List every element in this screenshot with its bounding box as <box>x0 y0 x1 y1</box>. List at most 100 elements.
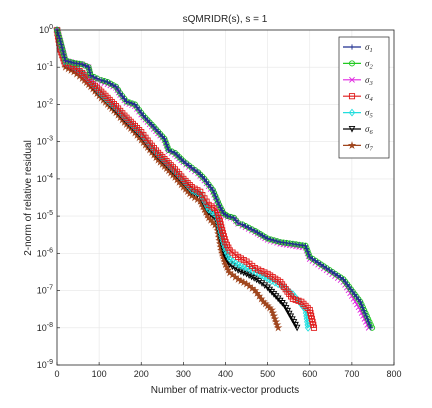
series-line-sigma-4 <box>56 29 315 328</box>
x-tick-label: 800 <box>386 369 401 379</box>
legend-marker <box>349 76 355 83</box>
data-marker <box>225 213 231 219</box>
data-marker <box>136 107 142 113</box>
data-marker <box>199 192 206 199</box>
data-marker <box>104 79 111 85</box>
data-marker <box>361 307 367 314</box>
data-marker <box>312 258 318 264</box>
data-marker <box>180 175 187 182</box>
data-marker <box>368 325 374 331</box>
data-marker <box>79 61 85 67</box>
data-marker <box>107 80 113 87</box>
x-tick-label: 400 <box>218 369 233 379</box>
legend-label: σ7 <box>365 140 373 152</box>
data-marker <box>300 300 307 307</box>
data-marker <box>115 87 121 93</box>
data-marker <box>163 158 170 165</box>
x-tick-label: 700 <box>344 369 359 379</box>
legend-item-sigma-4: σ4 <box>343 91 373 103</box>
data-marker <box>169 164 176 171</box>
data-marker <box>101 78 107 84</box>
y-axis-ticks: 100 10-1 10-2 10-3 10-4 10-5 10-6 10-7 10-8 10-9 <box>37 24 60 370</box>
legend-label: σ1 <box>365 42 373 54</box>
legend-label: σ2 <box>365 58 373 70</box>
data-marker <box>360 304 366 311</box>
data-marker <box>235 220 241 226</box>
data-marker <box>86 67 92 73</box>
legend-marker <box>348 125 356 133</box>
data-marker <box>307 254 313 260</box>
legend-marker <box>348 60 356 67</box>
data-marker <box>274 238 280 244</box>
data-marker <box>255 266 262 273</box>
data-marker <box>232 258 239 267</box>
data-marker <box>123 114 130 121</box>
data-marker <box>270 314 280 323</box>
data-marker <box>293 324 301 332</box>
data-marker <box>210 187 216 193</box>
data-marker <box>364 316 370 322</box>
data-marker <box>253 276 261 284</box>
chart-title: sQMRIDR(s), s = 1 <box>183 14 268 25</box>
data-marker <box>56 35 63 42</box>
data-marker <box>131 122 138 130</box>
data-marker <box>212 193 218 199</box>
data-marker <box>352 298 359 305</box>
data-marker <box>269 311 279 320</box>
legend-label: σ3 <box>365 75 373 87</box>
data-marker <box>104 94 111 101</box>
data-marker <box>214 196 220 202</box>
data-marker <box>125 116 132 123</box>
data-marker <box>304 323 312 332</box>
data-marker <box>180 158 186 164</box>
data-marker <box>129 120 136 127</box>
data-marker <box>197 188 204 195</box>
data-marker <box>302 243 309 249</box>
data-marker <box>61 54 68 61</box>
data-marker <box>335 273 341 279</box>
legend-item-sigma-7: σ7 <box>343 140 373 152</box>
data-marker <box>136 127 143 134</box>
legend-item-sigma-1: σ1 <box>343 42 373 54</box>
series-group <box>52 25 376 332</box>
data-marker <box>233 217 239 224</box>
data-marker <box>321 263 327 269</box>
data-marker <box>91 74 97 80</box>
data-marker <box>249 267 257 275</box>
legend: σ1 σ2 σ3 σ4 σ5 σ6 σ7 <box>338 36 390 159</box>
data-marker <box>96 86 103 93</box>
data-marker <box>55 30 61 36</box>
data-marker <box>169 148 175 154</box>
data-marker <box>246 225 252 231</box>
data-marker <box>58 41 64 48</box>
legend-label: σ5 <box>365 108 373 120</box>
data-marker <box>132 101 138 108</box>
y-tick-label: 10-5 <box>37 210 53 221</box>
data-marker <box>164 144 171 150</box>
data-marker <box>239 221 245 227</box>
y-tick-label: 100 <box>39 24 53 35</box>
data-marker <box>57 38 63 44</box>
data-marker <box>224 265 233 274</box>
data-marker <box>273 323 283 332</box>
data-marker <box>211 190 217 196</box>
data-marker <box>249 226 255 232</box>
data-marker <box>106 96 113 104</box>
data-marker <box>365 319 372 325</box>
data-marker <box>134 104 140 110</box>
data-marker <box>186 162 192 169</box>
data-marker <box>338 274 344 281</box>
data-marker <box>298 298 305 305</box>
data-marker <box>82 63 89 69</box>
data-marker <box>89 80 96 87</box>
data-marker <box>91 82 98 89</box>
x-tick-label: 500 <box>260 369 275 379</box>
data-marker <box>261 269 268 276</box>
data-marker <box>133 124 141 132</box>
data-marker <box>221 243 228 252</box>
data-marker <box>299 242 305 248</box>
data-marker <box>186 182 193 189</box>
data-marker <box>61 51 67 57</box>
data-marker <box>243 264 250 273</box>
data-marker <box>192 167 198 173</box>
